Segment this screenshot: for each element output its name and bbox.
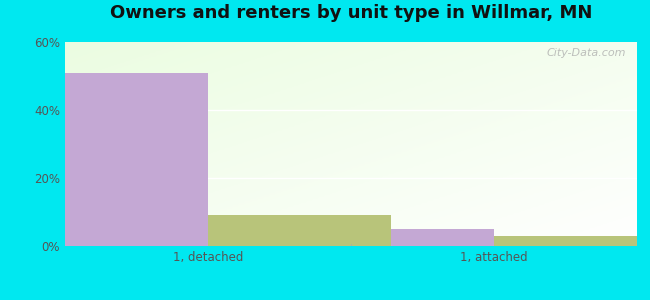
Title: Owners and renters by unit type in Willmar, MN: Owners and renters by unit type in Willm… [110, 4, 592, 22]
Bar [25, 73, 208, 246]
Text: City-Data.com: City-Data.com [546, 48, 625, 58]
Bar [311, 229, 494, 246]
Bar [494, 236, 650, 246]
Legend: Owner occupied units, Renter occupied units: Owner occupied units, Renter occupied un… [169, 297, 533, 300]
Bar [208, 215, 391, 246]
